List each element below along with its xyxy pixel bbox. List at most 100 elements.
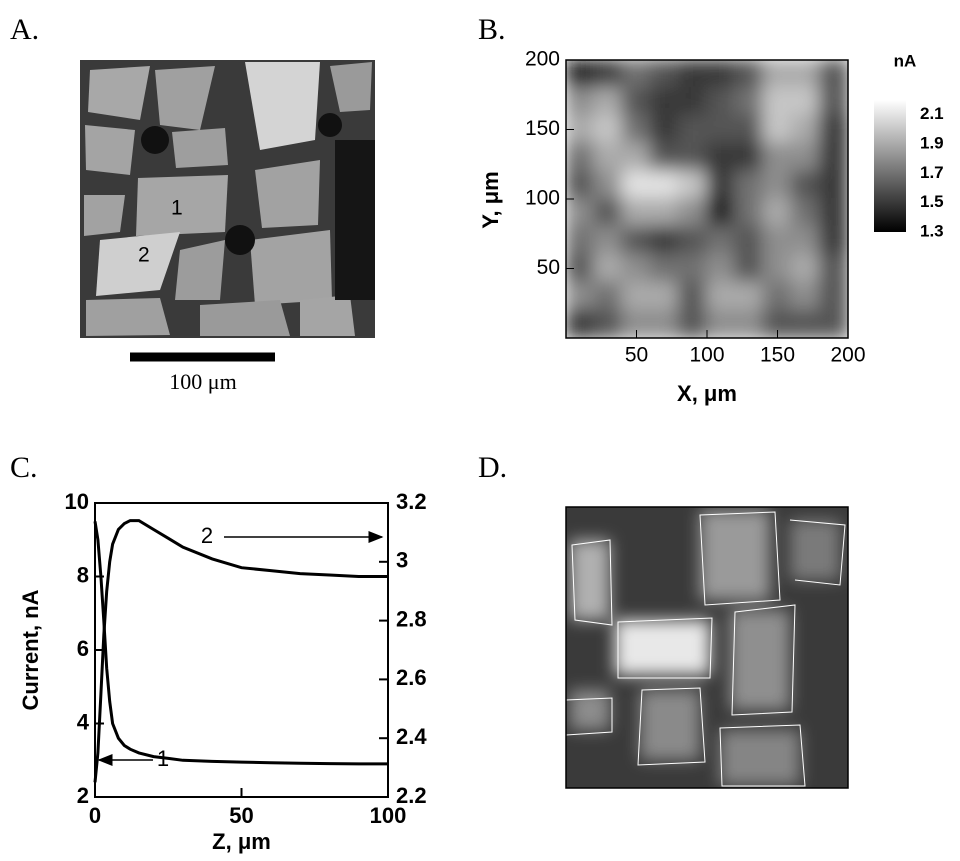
cell	[677, 114, 708, 145]
y-axis-label: Current, nA	[18, 589, 43, 710]
x-tick-label: 200	[830, 344, 865, 367]
cell	[818, 225, 848, 256]
line	[93, 519, 388, 783]
x-tick-label: 100	[370, 803, 407, 828]
y2-tick-label: 2.6	[396, 665, 427, 690]
cell	[706, 225, 737, 256]
cell	[621, 198, 652, 228]
cell	[762, 225, 793, 256]
cell	[790, 60, 821, 89]
x-tick-label: 0	[89, 803, 101, 828]
cell	[566, 281, 596, 312]
y2-tick-label: 3.2	[396, 489, 427, 514]
cell	[762, 281, 793, 312]
y-tick-label: 50	[537, 256, 560, 279]
cell	[593, 198, 624, 228]
cell	[649, 114, 680, 145]
y-tick-label: 4	[77, 709, 90, 734]
region-label: 2	[138, 244, 150, 267]
cell	[818, 309, 848, 338]
cell	[818, 198, 848, 228]
y-tick-label: 200	[525, 48, 560, 71]
cell	[649, 309, 680, 338]
cell	[734, 142, 765, 173]
panel-label: D.	[478, 451, 507, 484]
panel-label: B.	[478, 13, 506, 46]
cell	[593, 309, 624, 338]
cell	[790, 170, 821, 200]
cell	[649, 142, 680, 173]
cell	[706, 114, 737, 145]
cell	[677, 225, 708, 256]
cell	[734, 281, 765, 312]
cell	[762, 142, 793, 173]
cell	[677, 142, 708, 173]
cell	[818, 86, 848, 117]
cell	[706, 142, 737, 173]
cell	[621, 142, 652, 173]
y-tick-label: 2	[77, 783, 89, 808]
cell	[790, 198, 821, 228]
colorbar-tick-label: 1.3	[920, 221, 944, 240]
y2-tick-label: 2.2	[396, 783, 427, 808]
cell	[621, 86, 652, 117]
cell	[790, 253, 821, 284]
y-tick-label: 150	[525, 117, 560, 140]
cell	[649, 170, 680, 200]
colorbar-tick-label: 1.5	[920, 192, 944, 211]
x-axis-label: Z, μm	[212, 829, 271, 854]
cell	[706, 198, 737, 228]
cell	[621, 114, 652, 145]
y-tick-label: 6	[77, 636, 89, 661]
x-tick-label: 150	[760, 344, 795, 367]
frame	[565, 506, 849, 789]
panel-label: C.	[10, 451, 38, 484]
cell	[706, 170, 737, 200]
x-axis-label: X, μm	[677, 381, 737, 406]
y-tick-label: 8	[77, 562, 89, 587]
cell	[593, 281, 624, 312]
cell	[790, 142, 821, 173]
cell	[706, 281, 737, 312]
cell	[818, 114, 848, 145]
y-tick-label: 100	[525, 187, 560, 210]
colorbar-label: nA	[894, 51, 917, 70]
y2-tick-label: 3	[396, 548, 408, 573]
y-axis-label: Y, μm	[478, 171, 503, 228]
y-tick-label: 10	[65, 489, 89, 514]
cell	[621, 281, 652, 312]
cell	[621, 60, 652, 89]
cell	[734, 170, 765, 200]
contour-map	[566, 507, 848, 788]
cell	[593, 170, 624, 200]
cell	[649, 86, 680, 117]
cell	[677, 86, 708, 117]
cell	[677, 198, 708, 228]
colorbar-tick-label: 1.9	[920, 133, 944, 152]
panel-label: A.	[10, 13, 39, 46]
cell	[677, 281, 708, 312]
x-tick-label: 100	[689, 344, 724, 367]
cell	[566, 309, 596, 338]
cell	[706, 253, 737, 284]
cell	[734, 225, 765, 256]
colorbar	[874, 100, 906, 232]
cell	[734, 253, 765, 284]
region-label: 1	[171, 197, 183, 220]
cell	[649, 281, 680, 312]
cell	[649, 225, 680, 256]
cell	[818, 142, 848, 173]
cell	[706, 60, 737, 89]
cell	[621, 225, 652, 256]
cell	[593, 253, 624, 284]
cell	[818, 60, 848, 89]
cell	[762, 170, 793, 200]
colorbar-tick-label: 2.1	[920, 104, 944, 123]
cell	[649, 60, 680, 89]
line	[93, 521, 388, 766]
cell	[566, 170, 596, 200]
cell	[734, 60, 765, 89]
x-tick-label: 50	[625, 344, 648, 367]
cell	[762, 86, 793, 117]
scale-bar-label: 100 μm	[169, 369, 236, 394]
